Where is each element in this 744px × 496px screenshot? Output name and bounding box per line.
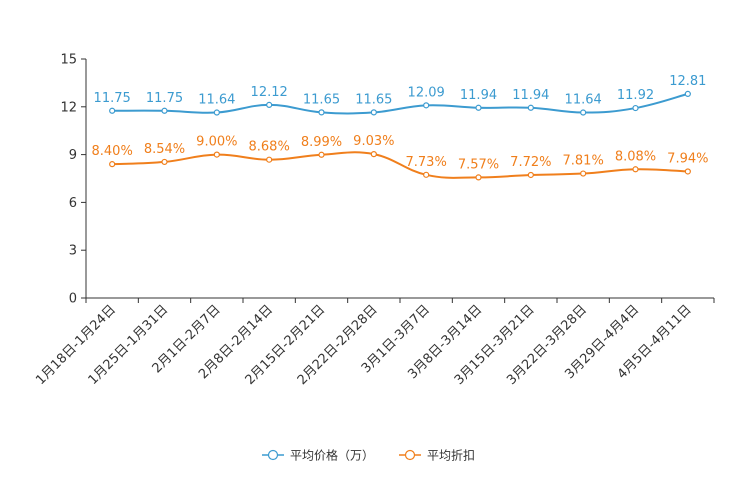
series-1: [109, 90, 691, 116]
data-label: 11.94: [512, 88, 549, 103]
data-label: 8.40%: [92, 144, 133, 159]
data-point: [580, 109, 587, 116]
data-point: [423, 171, 430, 178]
data-point: [318, 151, 325, 158]
legend-item-2: 平均折扣: [399, 448, 475, 463]
data-label: 11.75: [146, 91, 183, 106]
legend-label: 平均折扣: [427, 448, 475, 463]
data-point: [109, 107, 116, 114]
data-label: 7.57%: [458, 157, 499, 172]
data-point: [161, 158, 168, 166]
legend-marker: [267, 449, 279, 461]
data-label: 12.09: [408, 85, 445, 100]
data-label: 11.64: [565, 93, 602, 108]
data-point: [475, 174, 482, 181]
series-layer: [109, 90, 691, 181]
series-line: [112, 92, 689, 115]
data-label: 7.94%: [667, 151, 708, 166]
data-label: 9.00%: [196, 135, 237, 150]
data-point: [370, 109, 377, 116]
data-label: 11.75: [94, 91, 131, 106]
series-2: [109, 151, 691, 181]
data-label: 7.73%: [406, 155, 447, 170]
data-point: [266, 156, 273, 163]
data-label: 11.94: [460, 88, 497, 103]
legend-item-1: 平均价格（万）: [262, 448, 374, 463]
data-point: [161, 107, 168, 114]
data-label: 8.08%: [615, 149, 656, 164]
data-label: 11.65: [355, 92, 392, 107]
data-point: [266, 101, 273, 108]
data-point: [423, 102, 430, 109]
data-label: 11.92: [617, 88, 654, 103]
data-labels: 11.75 11.75 11.64 12.12 11.65 11.65 12.09 11.94…: [92, 74, 709, 172]
y-tick-label: 15: [60, 53, 77, 68]
series-line: [112, 151, 688, 179]
data-point: [684, 168, 691, 175]
data-label: 12.81: [669, 74, 706, 89]
data-point: [213, 151, 220, 158]
data-point: [370, 151, 377, 158]
legend-label: 平均价格（万）: [290, 448, 374, 463]
data-label: 8.54%: [144, 142, 185, 157]
y-tick-label: 3: [69, 244, 77, 259]
y-tick-label: 6: [69, 196, 77, 211]
data-label: 11.65: [303, 92, 340, 107]
data-point: [632, 104, 639, 112]
data-label: 7.72%: [510, 155, 551, 170]
legend: 平均价格（万） 平均折扣: [262, 448, 475, 463]
data-point: [527, 171, 534, 179]
data-point: [213, 109, 220, 116]
data-point: [318, 109, 325, 116]
legend-marker: [404, 449, 416, 461]
y-tick-label: 9: [69, 148, 77, 163]
data-point: [527, 104, 534, 111]
y-tick-label: 0: [69, 292, 77, 307]
data-point: [109, 161, 116, 168]
data-point: [580, 170, 587, 177]
data-label: 8.68%: [249, 140, 290, 155]
data-label: 12.12: [251, 85, 288, 100]
data-point: [475, 104, 482, 111]
y-tick-label: 12: [60, 100, 77, 115]
data-label: 8.99%: [301, 135, 342, 150]
data-label: 9.03%: [353, 134, 394, 149]
data-point: [632, 166, 639, 173]
data-label: 7.81%: [563, 154, 604, 169]
data-point: [684, 90, 691, 97]
data-label: 11.64: [198, 93, 235, 108]
